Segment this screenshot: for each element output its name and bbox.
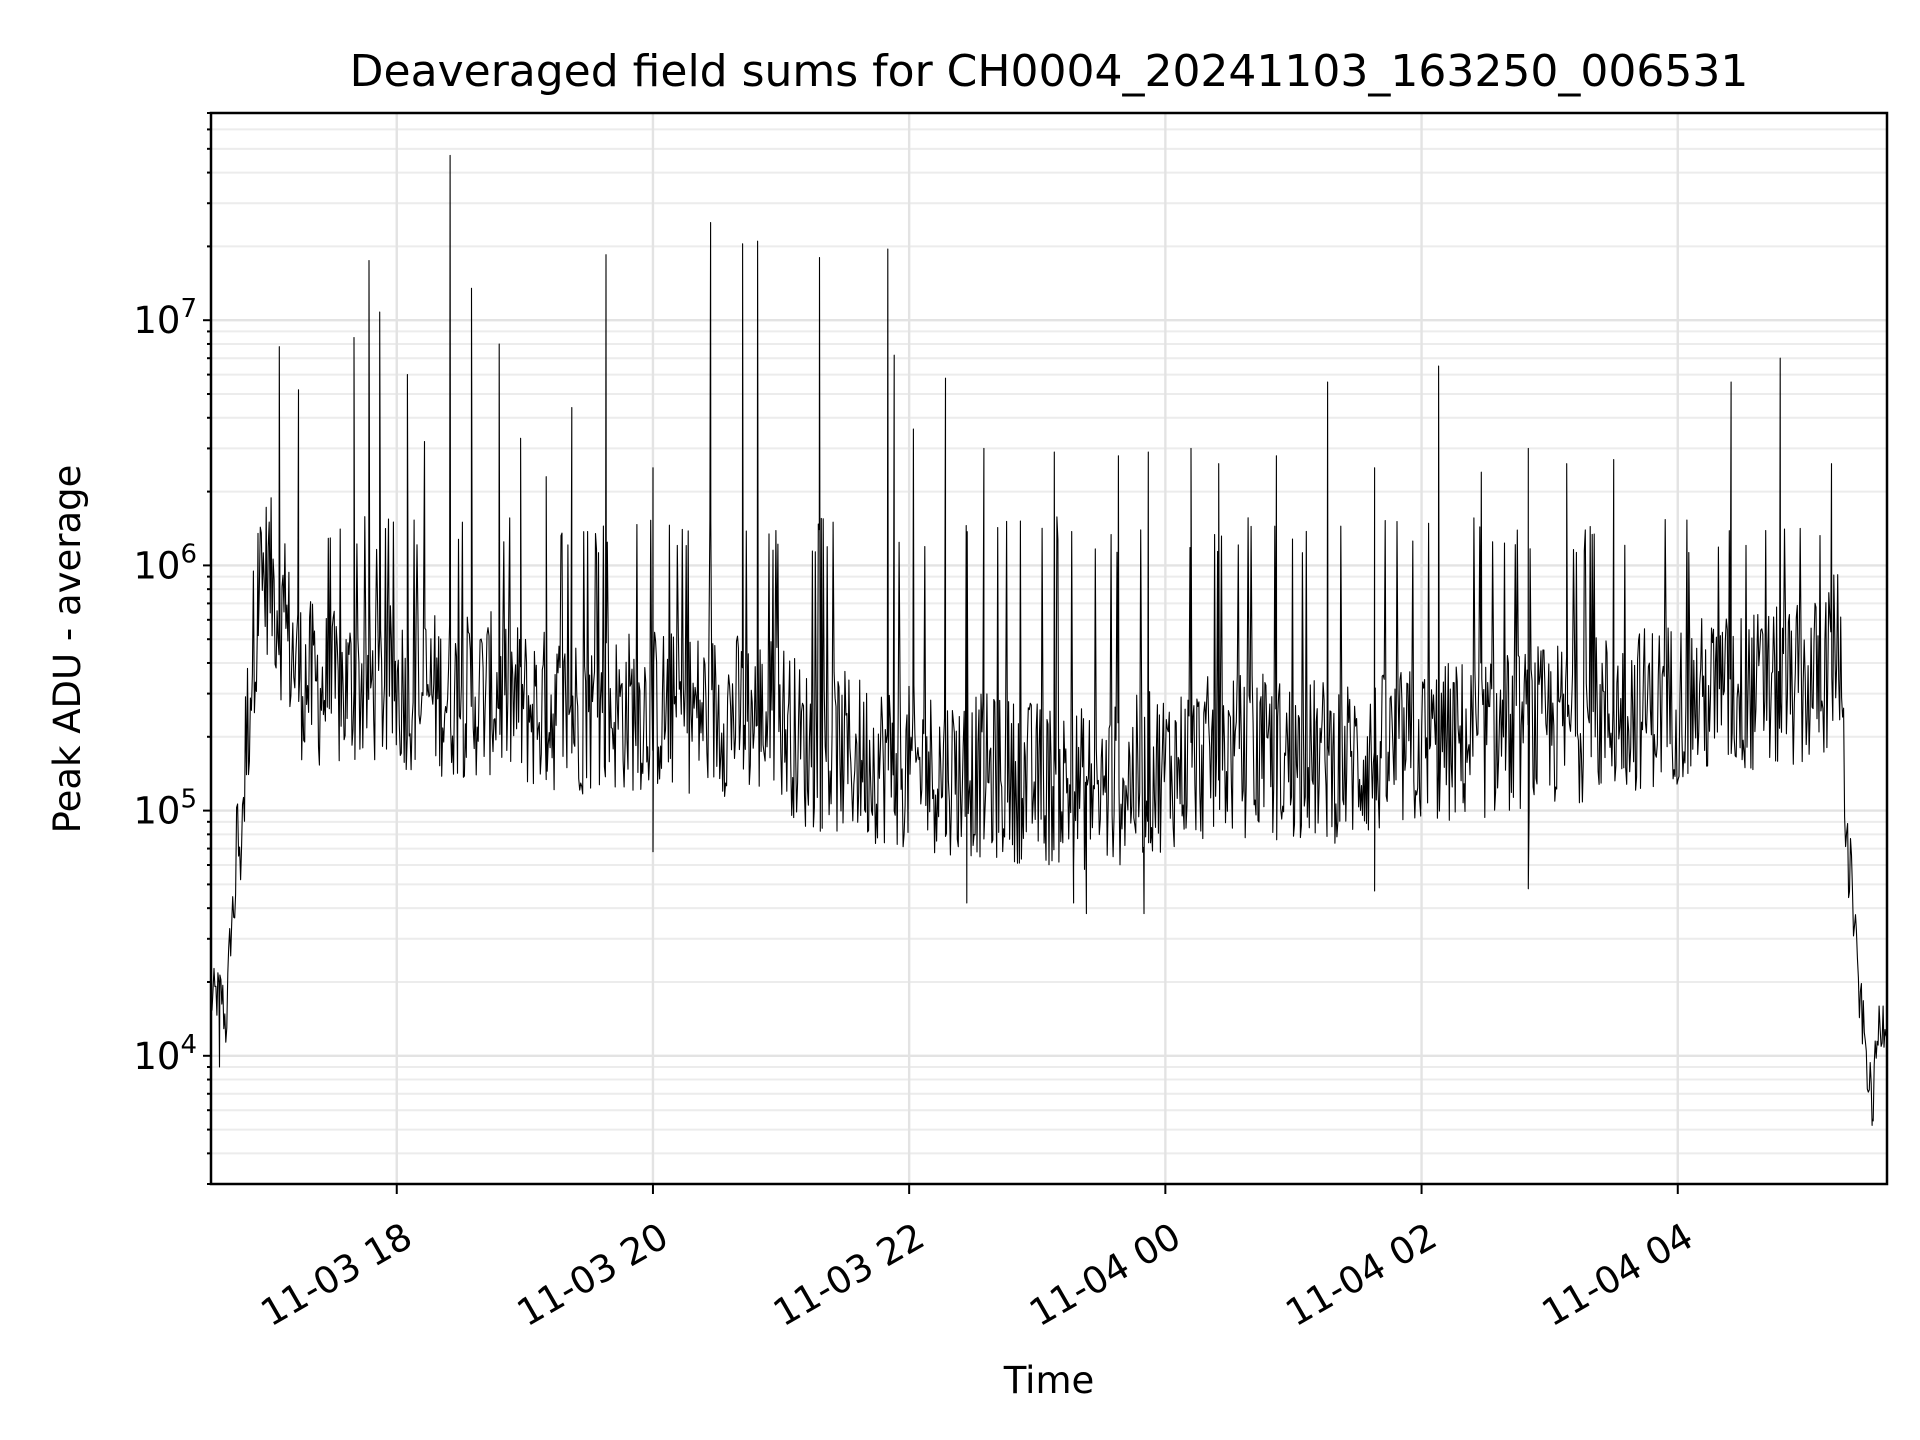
x-tick-label: 11-04 02	[1278, 1215, 1444, 1335]
chart-title: Deaveraged field sums for CH0004_2024110…	[350, 46, 1749, 97]
x-tick-label: 11-04 04	[1535, 1215, 1701, 1335]
y-tick-label: 105	[133, 785, 197, 833]
data-series	[210, 154, 1888, 1126]
plot-area-frame	[209, 111, 1889, 1186]
y-tick-label: 104	[133, 1030, 197, 1078]
axis-ticks: 104 105 106 107 11-03 18 11-03 20 11-03 22 11-0…	[133, 112, 1701, 1335]
x-axis-label: Time	[1003, 1359, 1095, 1402]
x-tick-label: 11-04 00	[1022, 1215, 1188, 1335]
y-tick-label: 106	[133, 539, 197, 587]
y-tick-label: 107	[133, 294, 197, 342]
x-tick-label: 11-03 22	[766, 1215, 932, 1335]
y-axis-label: Peak ADU - average	[46, 465, 89, 834]
x-tick-label: 11-03 20	[510, 1215, 676, 1335]
x-tick-label: 11-03 18	[254, 1215, 420, 1335]
series-line	[210, 154, 1888, 1126]
